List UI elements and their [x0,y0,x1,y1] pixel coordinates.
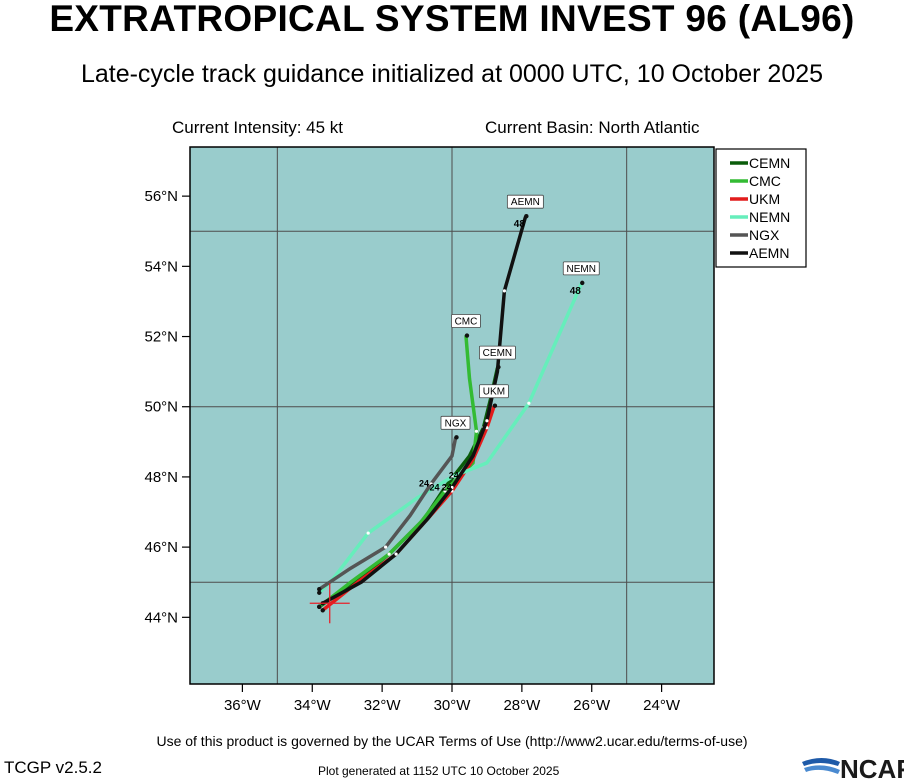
track-end-label: CEMN [483,348,512,359]
current-intensity: Current Intensity: 45 kt [172,118,344,137]
track-label-box [479,345,516,360]
page-subtitle: Late-cycle track guidance initialized at… [80,60,824,88]
track-end-hour: 48 [514,219,526,230]
track-position-dot [443,489,447,493]
track-end-label: AEMN [511,197,540,208]
track-aemn [320,215,528,606]
track-position-dot [485,419,489,423]
ncar-swoosh [804,765,840,774]
y-tick-label: 44°N [144,609,178,626]
track-end-dot [524,213,529,219]
y-tick-label: 50°N [144,399,178,416]
track-ngx [317,436,458,591]
track-start-dot [317,604,322,609]
legend-label-nemn: NEMN [749,209,790,225]
track-position-dot [502,289,506,293]
track-end-label: CMC [455,317,478,328]
track-position-dot [384,545,388,549]
track-start-dot [320,608,325,613]
track-end-dot [464,333,470,338]
forecast-hour-marker: 24 [449,471,459,481]
track-position-dot [366,531,370,535]
y-tick-label: 48°N [144,469,178,486]
track-end-dot [492,403,498,408]
track-label-box [440,415,471,430]
x-tick-label: 24°W [643,697,681,714]
track-end-label: NEMN [567,264,596,275]
track-label-box [451,314,481,328]
track-position-dot [450,475,454,479]
forecast-hour-marker: 24 [430,482,440,492]
track-position-dot [394,552,398,556]
legend-label-cemn: CEMN [749,155,790,171]
track-position-dot [450,485,454,490]
track-end-hour: 48 [570,286,582,297]
x-tick-label: 26°W [573,697,611,714]
y-tick-label: 46°N [144,539,178,556]
version-label: TCGP v2.5.2 [4,758,102,777]
forecast-hour-marker: 24 [442,482,452,492]
terms-of-use: Use of this product is governed by the U… [156,733,748,749]
legend-box [715,148,807,268]
legend-label-ngx: NGX [749,227,780,243]
track-position-dot [387,552,391,556]
track-position-dot [527,401,531,405]
x-tick-label: 32°W [364,697,402,714]
track-position-dot [474,429,479,433]
track-end-label: NGX [445,418,467,429]
track-end-label: UKM [483,387,505,398]
track-start-dot [317,590,322,595]
generated-timestamp: Plot generated at 1152 UTC 10 October 20… [318,764,560,778]
legend-label-ukm: UKM [749,191,780,207]
ncar-swoosh [802,758,840,766]
track-end-dot [454,435,459,440]
legend-label-cmc: CMC [749,173,781,189]
x-tick-label: 36°W [224,697,262,714]
page-title: EXTRATROPICAL SYSTEM INVEST 96 (AL96) [49,0,855,39]
y-tick-label: 52°N [144,329,178,346]
current-basin: Current Basin: North Atlantic [485,118,700,137]
ncar-wordmark: NCAR [840,754,904,780]
track-position-dot [429,482,433,486]
ncar-logo: NCAR [802,754,904,780]
x-tick-label: 28°W [503,697,541,714]
track-label-box [506,194,544,209]
legend-label-aemn: AEMN [749,245,789,261]
y-tick-label: 56°N [144,188,178,205]
track-label-box [562,261,600,276]
track-label-box [479,384,509,399]
x-tick-label: 30°W [434,697,472,714]
x-tick-label: 34°W [294,697,332,714]
track-nemn [317,282,584,595]
track-start-dot [317,587,322,592]
y-tick-label: 54°N [144,258,178,275]
track-end-dot [580,280,585,286]
forecast-hour-marker: 24 [419,479,429,489]
